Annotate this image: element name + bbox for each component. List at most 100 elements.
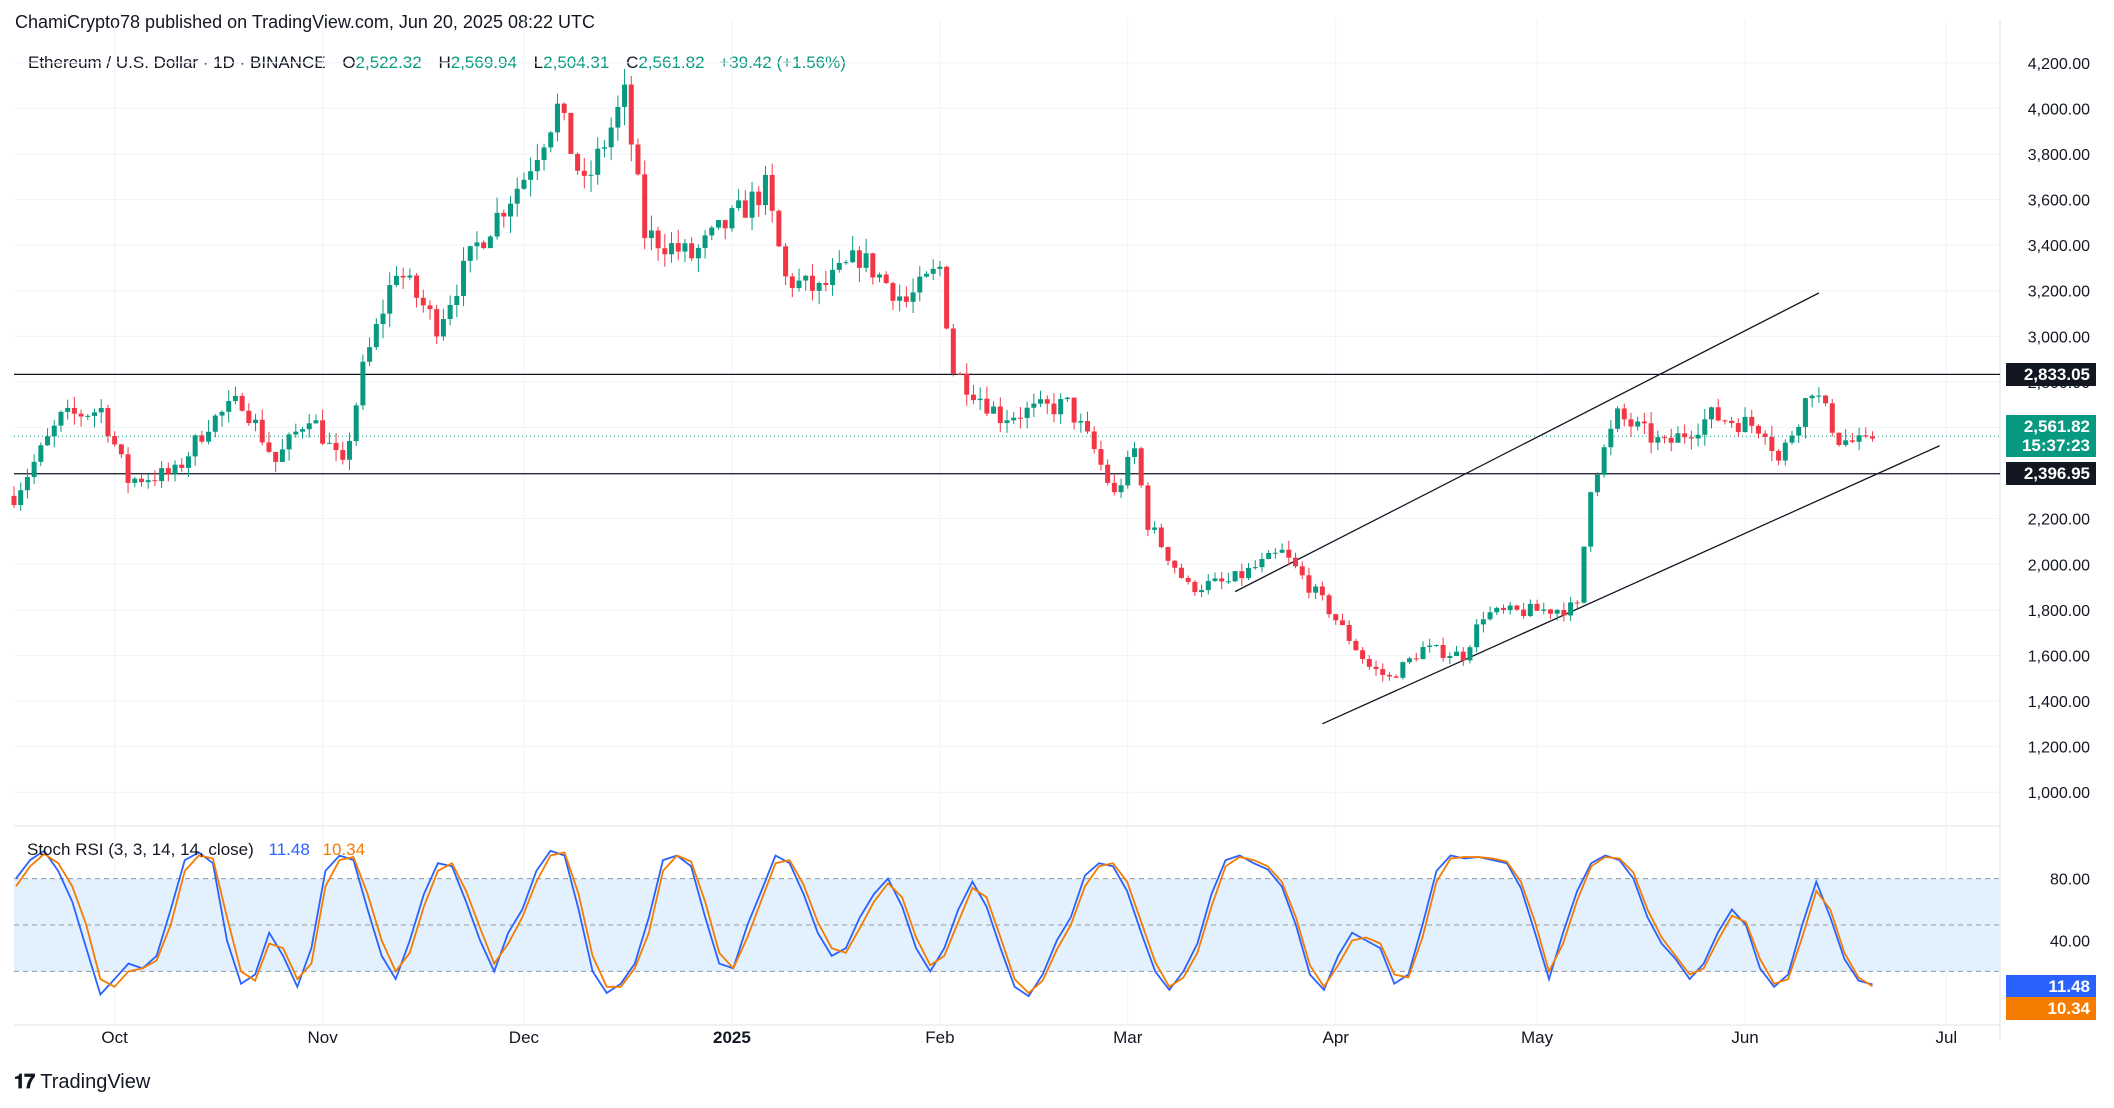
osc-tick-label: 40.00	[2050, 933, 2090, 950]
y-tick-label: 4,000.00	[2028, 101, 2090, 118]
candle-body	[1038, 399, 1044, 404]
candle-body	[1420, 646, 1426, 660]
candle-body	[984, 398, 990, 414]
candle-body	[1782, 442, 1788, 461]
stoch-d-line	[15, 851, 1873, 995]
candle-body	[1568, 602, 1574, 616]
candle-body	[1655, 437, 1661, 443]
candle-body	[1064, 397, 1070, 400]
candle-body	[367, 347, 373, 362]
tradingview-brand[interactable]: 𝟏𝟕 TradingView	[14, 1071, 150, 1094]
candle-body	[534, 160, 540, 172]
candle-body	[1816, 395, 1822, 397]
candle-body	[179, 464, 185, 468]
candle-body	[508, 203, 513, 217]
candle-body	[628, 84, 634, 145]
candle-body	[1849, 440, 1855, 442]
candle-body	[92, 412, 98, 416]
candle-body	[702, 235, 708, 248]
candle-body	[1272, 552, 1278, 554]
y-tick-label: 2,000.00	[2028, 557, 2090, 574]
candle-body	[1501, 607, 1506, 611]
candle-body	[1433, 645, 1439, 647]
candle-body	[118, 444, 124, 455]
candle-body	[1373, 666, 1379, 670]
candle-body	[1158, 527, 1164, 548]
candle-body	[796, 280, 802, 289]
candle-body	[1675, 433, 1681, 443]
candle-body	[1413, 658, 1419, 660]
candle-body	[286, 434, 292, 450]
candle-body	[1729, 420, 1735, 424]
candle-body	[1836, 432, 1842, 445]
candle-body	[279, 449, 285, 462]
candle-body	[346, 441, 352, 460]
candle-body	[1641, 421, 1647, 424]
candle-body	[863, 253, 869, 268]
candle-body	[1152, 527, 1158, 530]
candle-body	[1252, 567, 1258, 569]
candle-body	[1118, 485, 1124, 493]
candle-body	[1662, 437, 1668, 439]
candle-body	[246, 410, 252, 424]
candle-body	[1058, 399, 1064, 415]
x-tick-label: Nov	[308, 1028, 339, 1047]
candle-body	[219, 411, 225, 416]
candle-body	[642, 174, 648, 239]
candle-body	[300, 429, 306, 432]
candle-body	[420, 297, 426, 306]
candle-body	[568, 112, 574, 154]
candle-body	[1044, 399, 1050, 404]
stoch-d-tag: 10.34	[2006, 996, 2096, 1020]
y-tick-label: 3,400.00	[2028, 238, 2090, 255]
candle-body	[850, 250, 856, 263]
x-axis[interactable]: Oct Nov Dec 2025 Feb Mar Apr May Jun Jul	[101, 1028, 1957, 1047]
candle-body	[1259, 559, 1265, 568]
candle-body	[662, 248, 668, 255]
stoch-rsi-pane	[14, 849, 2000, 998]
candle-body	[1454, 651, 1460, 657]
y-axis[interactable]: 4,200.00 4,000.00 3,800.00 3,600.00 3,400.00…	[2028, 56, 2090, 951]
candle-body	[655, 230, 661, 249]
candle-body	[1487, 612, 1493, 620]
candle-body	[132, 478, 138, 483]
candle-body	[1447, 656, 1453, 658]
candle-body	[1594, 474, 1600, 493]
channel-line	[1322, 445, 1940, 725]
candle-body	[1286, 549, 1292, 558]
candle-body	[823, 282, 829, 286]
candle-body	[601, 147, 607, 149]
candle-body	[997, 406, 1003, 424]
candle-body	[675, 243, 681, 252]
candle-body	[65, 407, 71, 412]
candle-body	[1085, 421, 1091, 432]
candle-body	[360, 361, 366, 406]
candles	[11, 68, 1876, 682]
candle-body	[1246, 567, 1252, 579]
candle-body	[138, 478, 144, 483]
candle-body	[1708, 407, 1714, 420]
candle-body	[1091, 431, 1097, 450]
candle-body	[769, 174, 775, 211]
candle-body	[414, 275, 420, 298]
candle-body	[1796, 426, 1802, 436]
trend-lines[interactable]	[1234, 292, 1940, 725]
candle-body	[407, 275, 413, 278]
candle-body	[1165, 547, 1171, 561]
candle-body	[783, 246, 789, 277]
candle-body	[1480, 619, 1486, 625]
candle-body	[1333, 614, 1339, 621]
candle-body	[474, 242, 480, 247]
candle-body	[434, 309, 440, 337]
candle-body	[1366, 658, 1372, 667]
candle-body	[1004, 420, 1010, 424]
candle-body	[1078, 421, 1084, 423]
candle-body	[1534, 603, 1540, 611]
candle-body	[1541, 609, 1547, 611]
candle-body	[58, 411, 64, 426]
candle-body	[1648, 423, 1654, 443]
candle-body	[333, 442, 339, 451]
candle-body	[682, 243, 688, 252]
candle-body	[306, 423, 312, 430]
